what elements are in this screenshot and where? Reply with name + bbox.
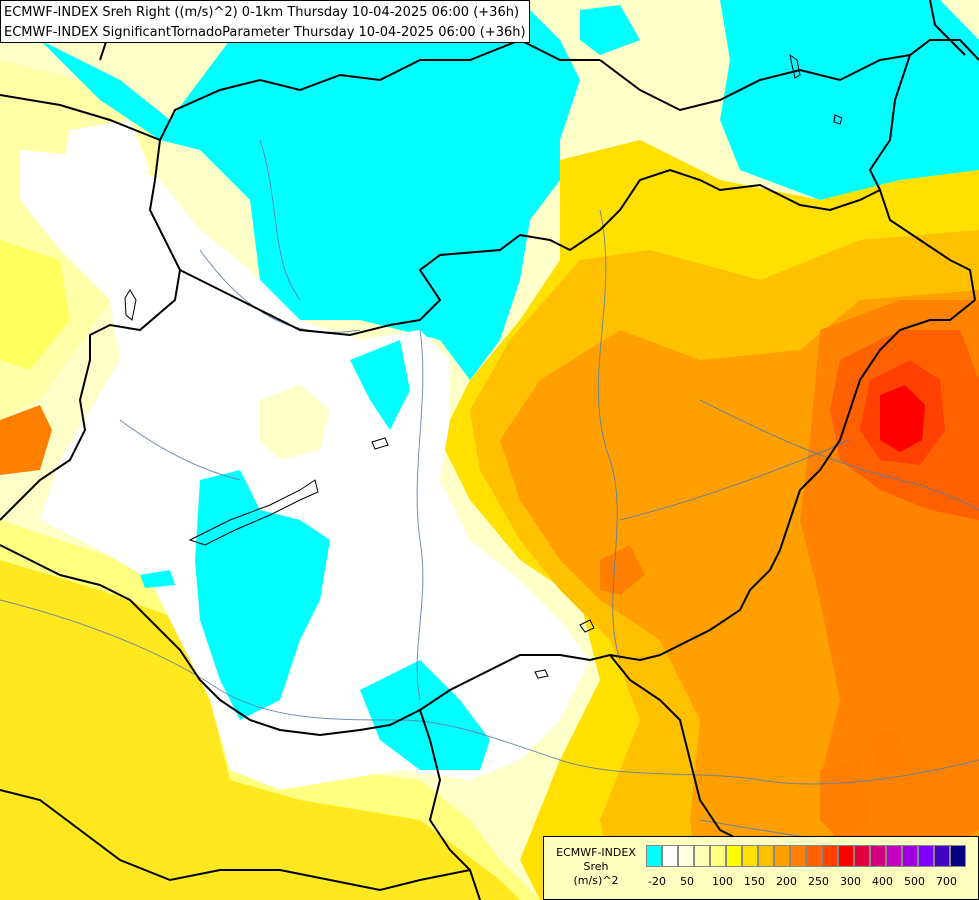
legend-swatch xyxy=(790,845,806,867)
border xyxy=(0,299,976,737)
legend-swatch xyxy=(838,845,854,867)
legend-swatch xyxy=(854,845,870,867)
legend-tick-label: 700 xyxy=(936,875,957,888)
rivers xyxy=(0,139,979,851)
legend-swatch xyxy=(918,845,934,867)
lakes xyxy=(124,53,843,679)
legend-tick-label: 50 xyxy=(680,875,694,888)
legend-tick-label: 100 xyxy=(712,875,733,888)
legend-tick-label: -20 xyxy=(648,875,666,888)
map-title-box: ECMWF-INDEX Sreh Right ((m/s)^2) 0-1km T… xyxy=(0,0,530,43)
field-zone xyxy=(580,5,640,55)
legend-swatch xyxy=(950,845,966,867)
legend-swatch xyxy=(726,845,742,867)
field-zone xyxy=(0,405,52,475)
color-legend: ECMWF-INDEX Sreh (m/s)^2 -20 50 100 150 200 2… xyxy=(543,836,979,900)
field-zone xyxy=(260,385,330,460)
field-zone xyxy=(880,385,925,452)
border xyxy=(0,269,181,521)
legend-title-line-3: (m/s)^2 xyxy=(573,874,619,887)
lake xyxy=(371,437,389,450)
legend-tick-label: 150 xyxy=(744,875,765,888)
legend-ticks: -20 50 100 150 200 250 300 400 500 700 xyxy=(646,875,978,889)
legend-swatch xyxy=(870,845,886,867)
legend-swatch xyxy=(742,845,758,867)
field-zone xyxy=(195,470,330,720)
legend-swatches xyxy=(646,845,966,867)
legend-tick-label: 500 xyxy=(904,875,925,888)
legend-swatch xyxy=(886,845,902,867)
legend-swatch xyxy=(694,845,710,867)
river xyxy=(0,599,979,785)
legend-swatch xyxy=(806,845,822,867)
field-zone xyxy=(60,120,150,200)
field-zone xyxy=(720,0,979,200)
lake xyxy=(124,289,137,321)
field-zone xyxy=(350,340,410,430)
river xyxy=(199,249,361,333)
border xyxy=(0,38,600,142)
lake xyxy=(534,669,549,679)
field-zone xyxy=(0,560,520,900)
title-line-1: ECMWF-INDEX Sreh Right ((m/s)^2) 0-1km T… xyxy=(4,5,520,20)
legend-title-line-2: Sreh xyxy=(583,860,609,873)
legend-swatch xyxy=(934,845,950,867)
field-zone xyxy=(140,570,175,588)
legend-title-line-1: ECMWF-INDEX xyxy=(556,846,636,859)
legend-tick-label: 200 xyxy=(776,875,797,888)
lake-balaton xyxy=(188,479,319,546)
legend-swatch xyxy=(774,845,790,867)
field-zone xyxy=(0,240,70,370)
legend-swatch xyxy=(902,845,918,867)
lake xyxy=(789,53,801,79)
field-zone xyxy=(600,545,645,595)
river xyxy=(259,139,301,301)
legend-swatch xyxy=(822,845,838,867)
legend-tick-label: 250 xyxy=(808,875,829,888)
river xyxy=(416,329,424,701)
border xyxy=(0,789,471,892)
title-line-2: ECMWF-INDEX SignificantTornadoParameter … xyxy=(4,25,526,40)
legend-tick-label: 400 xyxy=(872,875,893,888)
border xyxy=(868,54,911,191)
field-zone xyxy=(40,0,580,380)
field-zone xyxy=(820,760,870,840)
border xyxy=(148,139,976,337)
legend-swatch xyxy=(710,845,726,867)
field-zone xyxy=(870,730,905,775)
river xyxy=(619,439,851,521)
legend-tick-label: 300 xyxy=(840,875,861,888)
legend-swatch xyxy=(646,845,662,867)
legend-title: ECMWF-INDEX Sreh (m/s)^2 xyxy=(548,846,644,888)
lake xyxy=(833,114,843,125)
legend-swatch xyxy=(662,845,678,867)
border xyxy=(599,39,979,112)
legend-swatch xyxy=(678,845,694,867)
field-zone xyxy=(360,660,490,770)
legend-swatch xyxy=(758,845,774,867)
border xyxy=(929,0,966,56)
river xyxy=(597,209,621,661)
lake xyxy=(579,619,595,633)
river xyxy=(699,399,979,511)
river xyxy=(119,419,241,481)
